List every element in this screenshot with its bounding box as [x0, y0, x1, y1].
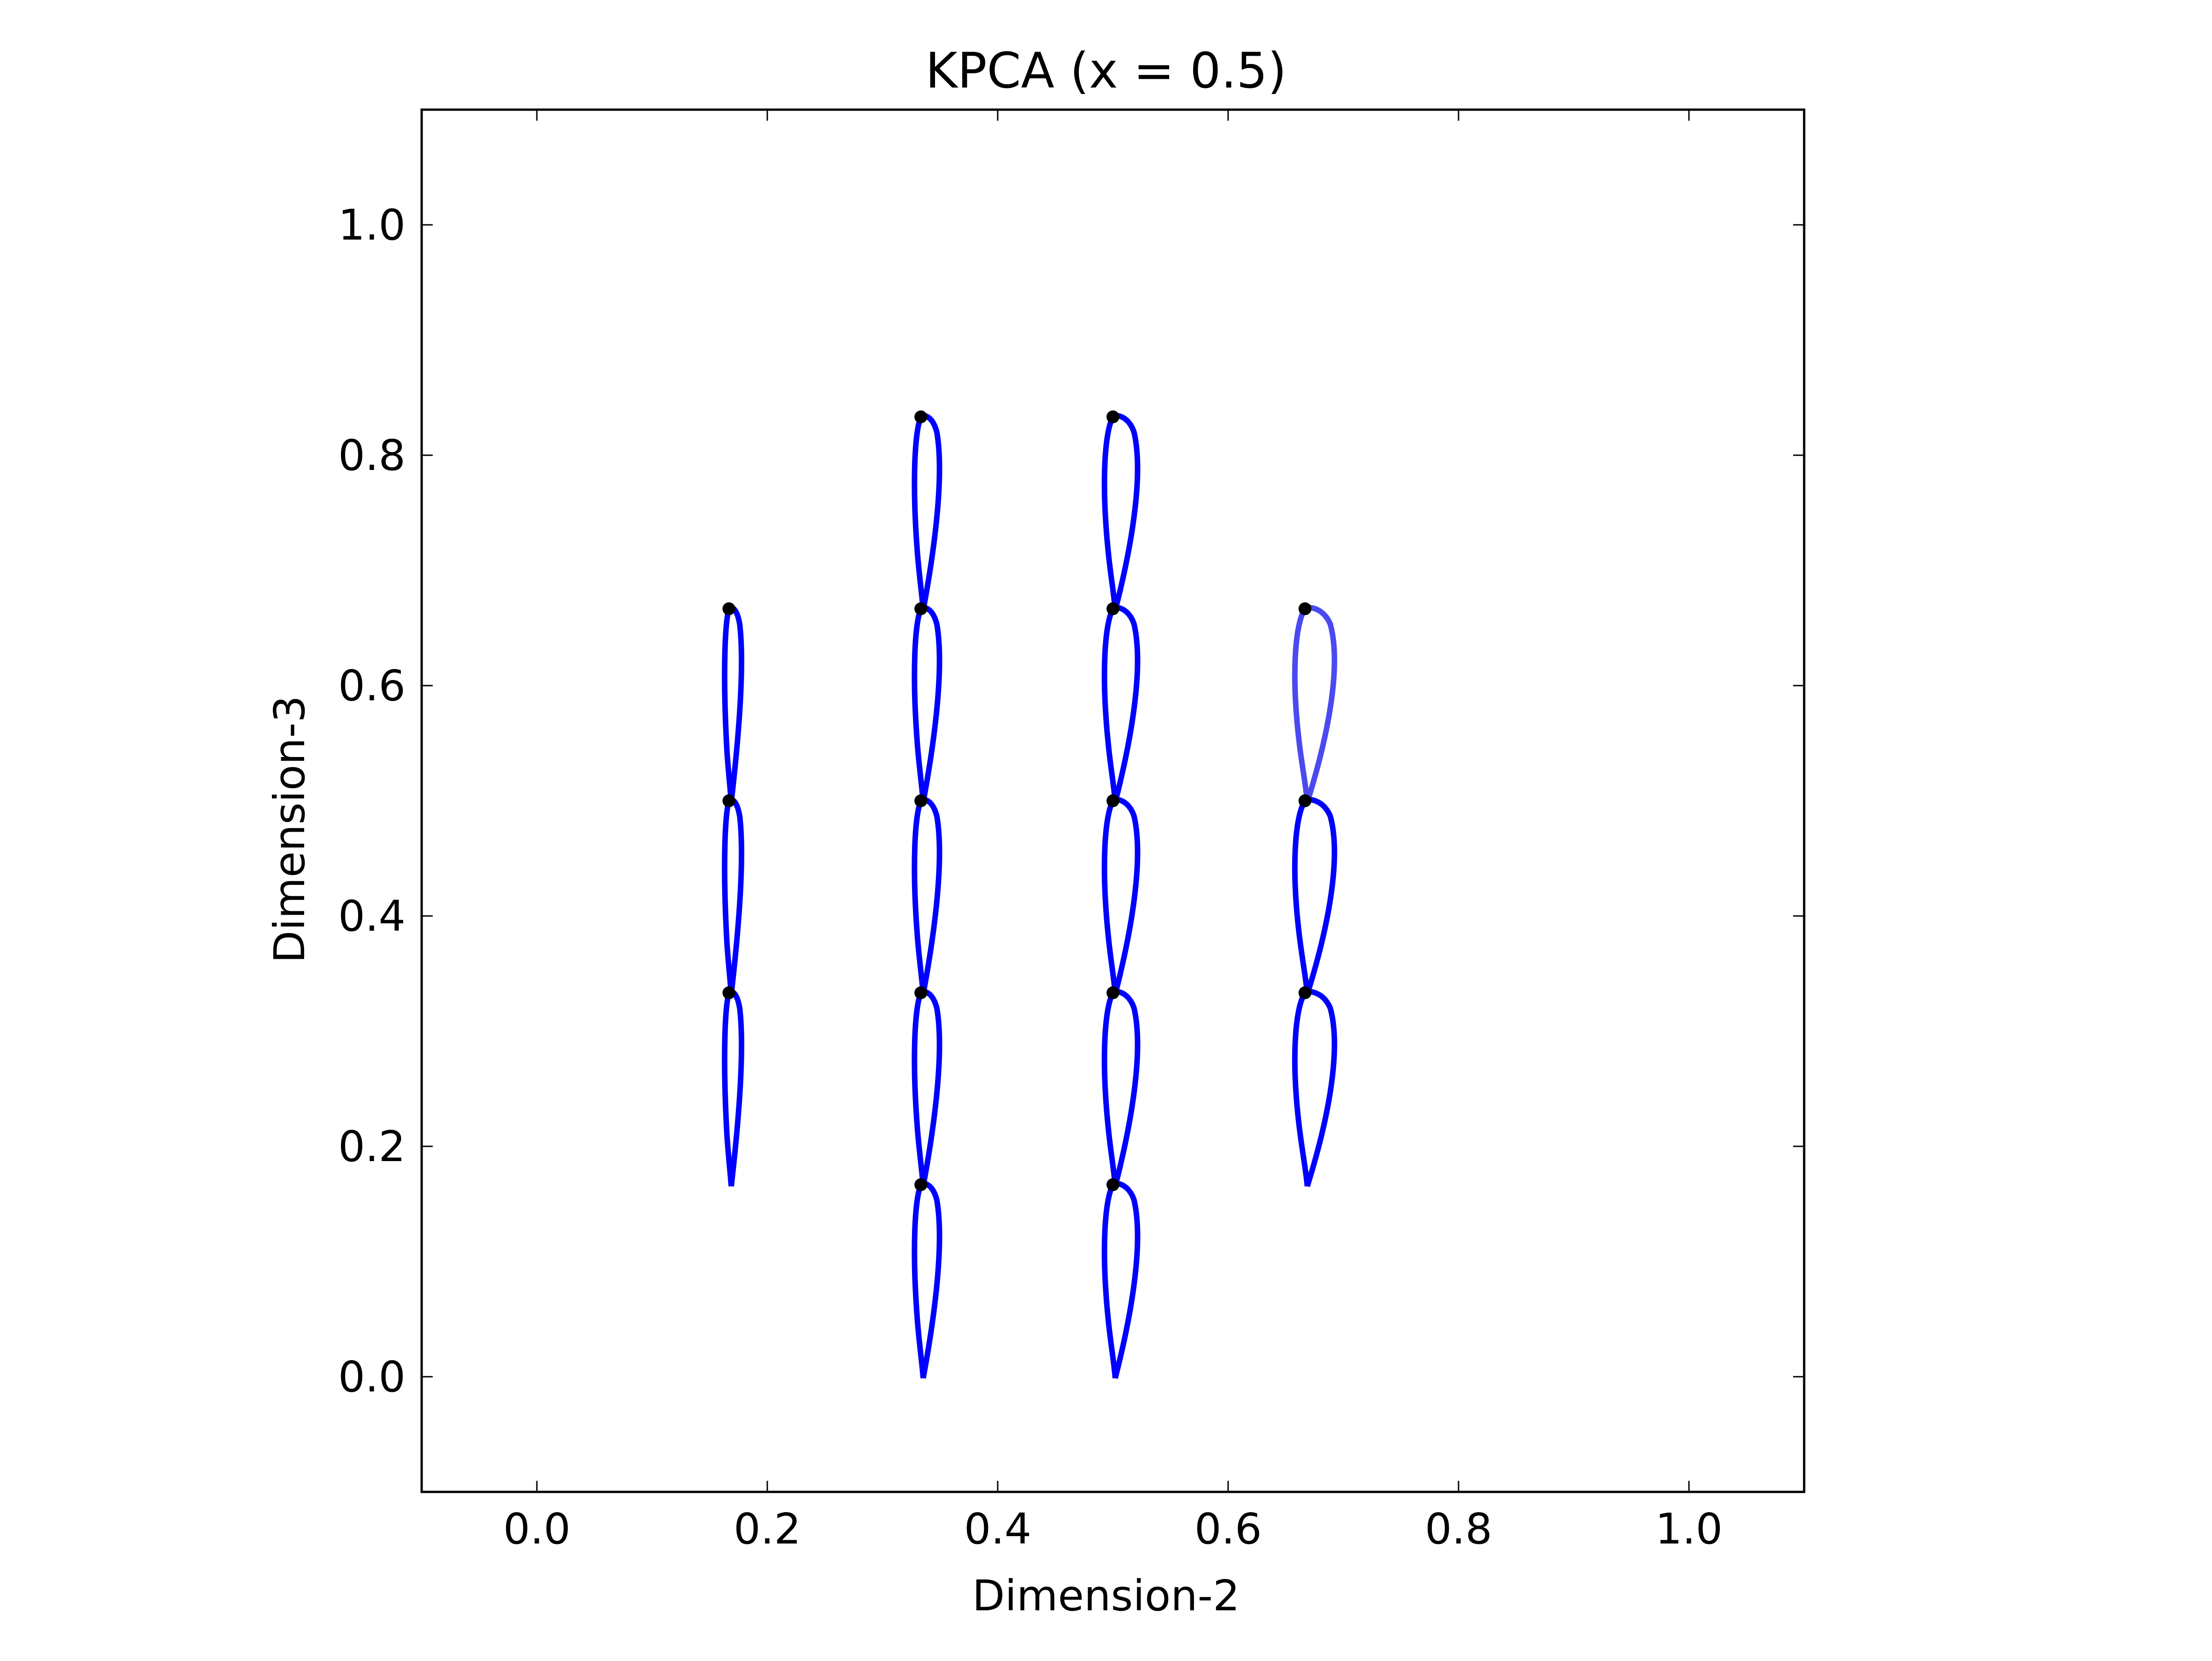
x-tick-label: 0.8: [1425, 1504, 1492, 1554]
data-point: [722, 794, 735, 807]
data-point: [1106, 986, 1119, 999]
x-axis-label: Dimension-2: [972, 1571, 1240, 1620]
data-point: [1106, 794, 1119, 807]
x-tick-label: 0.0: [503, 1504, 571, 1554]
x-tick-label: 0.2: [734, 1504, 801, 1554]
data-point: [722, 986, 735, 999]
data-point: [914, 986, 928, 999]
data-point: [914, 1178, 928, 1191]
data-point: [1298, 794, 1312, 807]
data-point: [722, 602, 735, 616]
x-tick-label: 0.6: [1194, 1504, 1262, 1554]
y-axis-label: Dimension-3: [265, 696, 314, 963]
data-point: [914, 602, 928, 616]
data-point: [1106, 1178, 1119, 1191]
y-tick-label: 0.6: [338, 661, 406, 710]
data-point: [1298, 602, 1312, 616]
y-tick-label: 0.4: [338, 892, 406, 941]
chart-title: KPCA (x = 0.5): [925, 42, 1287, 99]
plot-area: 0.0 0.2 0.4 0.6 0.8 1.0 0.0 0.2 0.4 0.6 0.8 1.0: [338, 108, 1806, 1554]
data-point: [914, 794, 928, 807]
y-tick-label: 0.8: [338, 431, 406, 480]
data-point: [914, 410, 928, 423]
y-tick-label: 1.0: [338, 200, 406, 250]
x-tick-label: 1.0: [1655, 1504, 1723, 1554]
y-tick-label: 0.0: [338, 1352, 406, 1402]
x-tick-label: 0.4: [964, 1504, 1031, 1554]
data-point: [1106, 602, 1119, 616]
y-tick-label: 0.2: [338, 1122, 406, 1171]
plot-frame: [420, 108, 1806, 1493]
data-point: [1106, 410, 1119, 423]
data-point: [1298, 986, 1312, 999]
